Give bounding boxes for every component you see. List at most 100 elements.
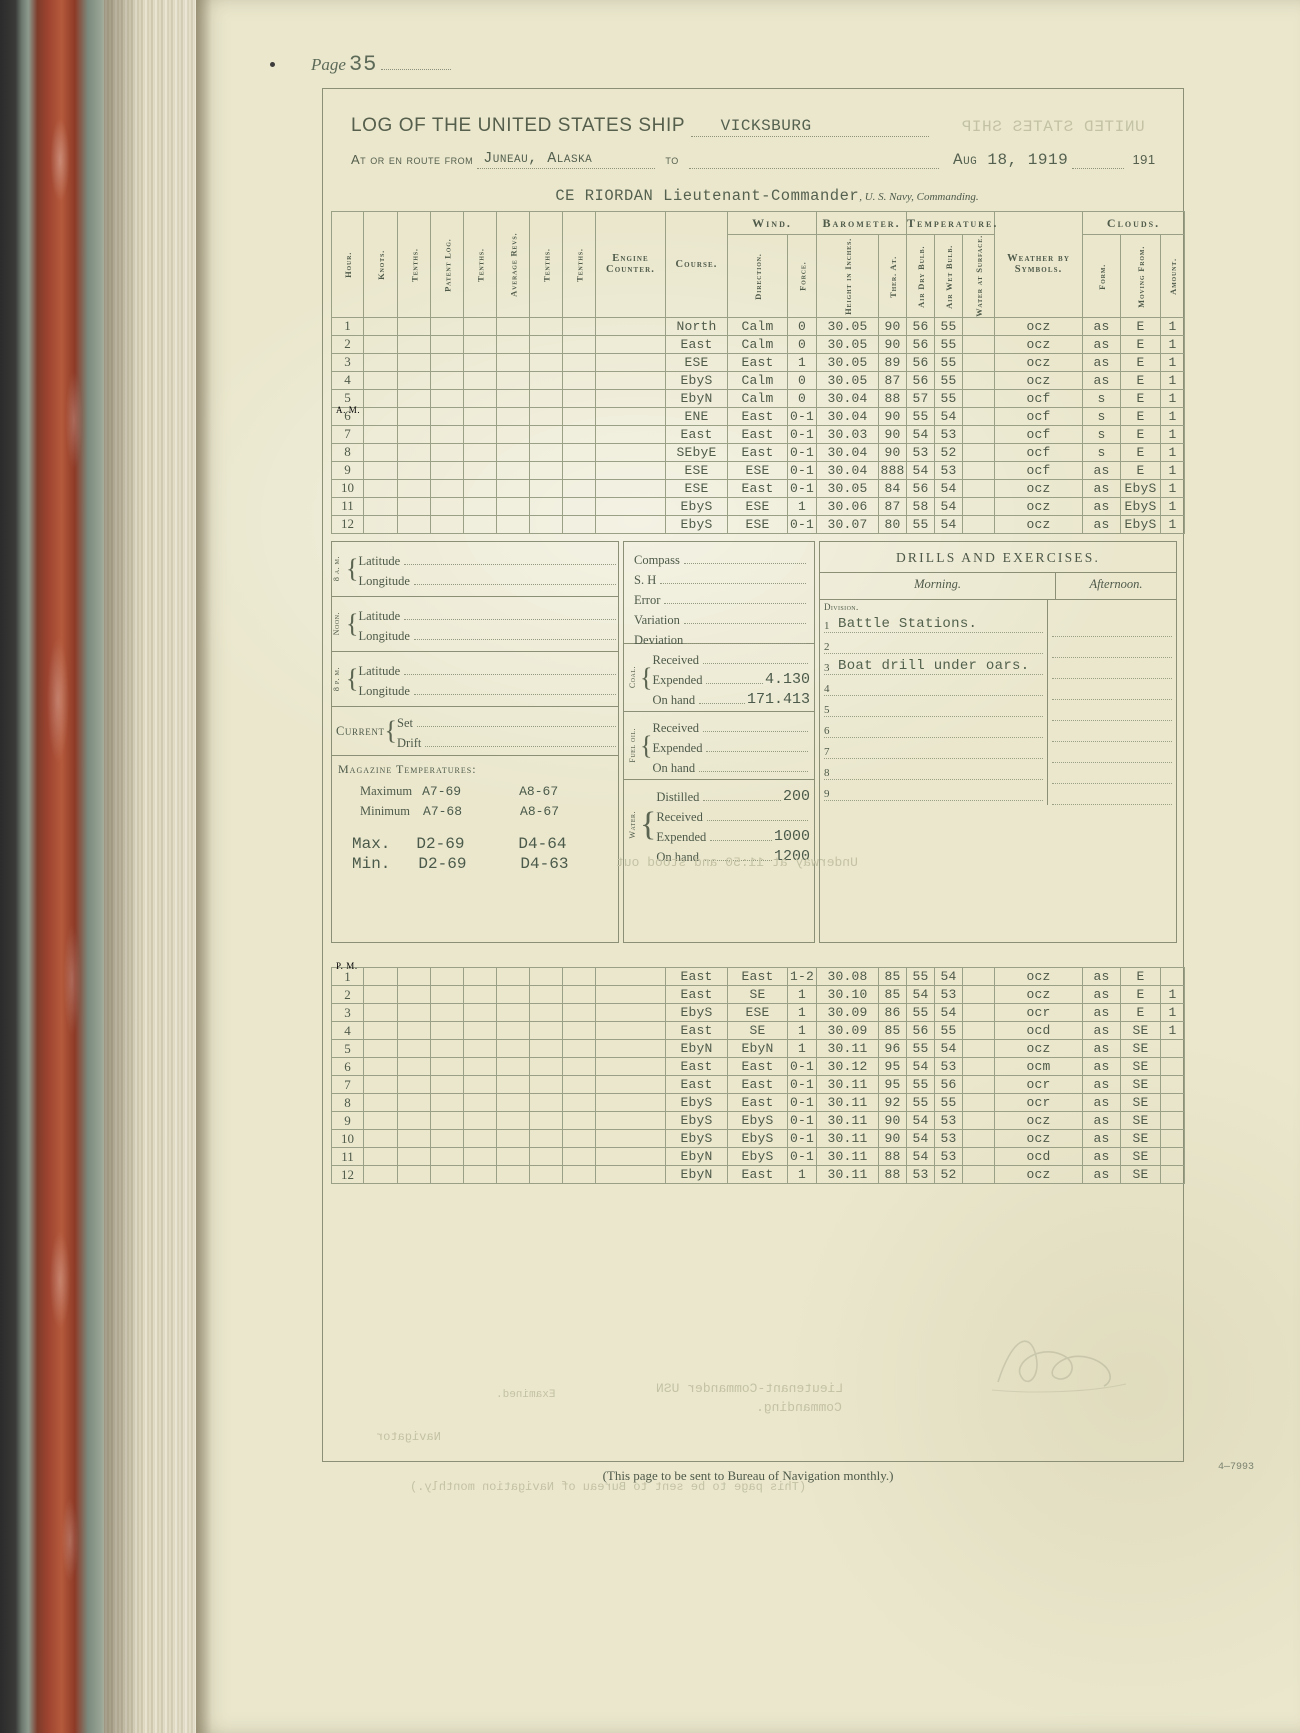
table-row[interactable]: 1 East East 1-2 30.08 85 55 54 ocz as E [331, 967, 1185, 986]
wind-direction-cell: ESE [727, 460, 788, 480]
drills-afternoon-list [1052, 616, 1172, 805]
col-water-at-surface: Water at Surface. [962, 234, 995, 318]
cloud-amount-cell: 1 [1160, 334, 1186, 354]
air-dry-bulb-cell: 55 [906, 967, 935, 986]
table-row[interactable]: 6 ENE East 0-1 30.04 90 55 54 ocf s E 1 [331, 406, 1186, 426]
barometer-cell: 30.05 [816, 334, 880, 354]
table-row[interactable]: 5 EbyN EbyN 1 30.11 96 55 54 ocz as SE [331, 1039, 1185, 1058]
engine-counter-cell [595, 406, 666, 426]
table-row[interactable]: 11 EbyN EbyS 0-1 30.11 88 54 53 ocd as SE [331, 1147, 1185, 1166]
tenths-cell [397, 1039, 431, 1058]
water-surface-cell [962, 442, 996, 462]
drill-entry-afternoon[interactable] [1052, 721, 1172, 742]
air-dry-bulb-cell: 56 [906, 1021, 935, 1040]
drill-entry-morning[interactable]: 1 Battle Stations. [824, 612, 1043, 633]
cloud-amount-cell: 1 [1160, 985, 1185, 1004]
table-row[interactable]: 2 East Calm 0 30.05 90 56 55 ocz as E 1 [331, 334, 1186, 354]
table-row[interactable]: 4 EbyS Calm 0 30.05 87 56 55 ocz as E 1 [331, 370, 1186, 390]
knots-cell [363, 424, 398, 444]
tenths-cell [397, 1075, 431, 1094]
air-dry-bulb-cell: 56 [906, 334, 936, 354]
oil-received-label: Received [652, 720, 699, 735]
water-surface-cell [962, 1111, 995, 1130]
drill-entry-afternoon[interactable] [1052, 763, 1172, 784]
ther-at-cell: 84 [878, 478, 908, 498]
magazine-min-d2: D2-69 [418, 855, 467, 873]
course-cell: East [665, 967, 728, 986]
wind-force-cell: 1-2 [787, 967, 817, 986]
table-row[interactable]: 10 ESE East 0-1 30.05 84 56 54 ocz as EbyS 1 [331, 478, 1186, 498]
table-row[interactable]: 2 East SE 1 30.10 85 54 53 ocz as E 1 [331, 985, 1185, 1004]
air-wet-bulb-cell: 53 [934, 460, 964, 480]
tenths-cell [397, 985, 431, 1004]
drill-entry-afternoon[interactable] [1052, 679, 1172, 700]
table-row[interactable]: 8 SEbyE East 0-1 30.04 90 53 52 ocf s E 1 [331, 442, 1186, 462]
table-row[interactable]: 4 East SE 1 30.09 85 56 55 ocd as SE 1 [331, 1021, 1185, 1040]
col-cloud-moving-from: Moving From. [1120, 234, 1161, 318]
magazine-max-a8: A8-67 [519, 784, 559, 799]
wind-force-cell: 1 [786, 496, 818, 516]
table-row[interactable]: 9 EbyS EbyS 0-1 30.11 90 54 53 ocz as SE [331, 1111, 1185, 1130]
air-wet-bulb-cell: 55 [934, 388, 964, 408]
weather-symbols-cell: ocr [994, 1003, 1083, 1022]
engine-counter-cell [595, 424, 666, 444]
table-row[interactable]: 11 EbyS ESE 1 30.06 87 58 54 ocz as EbyS 1 [331, 496, 1186, 516]
wind-direction-cell: EbyS [727, 1147, 788, 1166]
drill-number: 6 [824, 725, 830, 737]
table-row[interactable]: 12 EbyS ESE 0-1 30.07 80 55 54 ocz as EbyS 1 [331, 514, 1186, 534]
tenths-cell [562, 316, 596, 336]
average-revs-cell [496, 1165, 530, 1184]
drill-entry-morning[interactable]: 6 [824, 717, 1043, 738]
tenths-cell [463, 316, 497, 336]
table-row[interactable]: 3 ESE East 1 30.05 89 56 55 ocz as E 1 [331, 352, 1186, 372]
drill-entry-morning[interactable]: 8 [824, 759, 1043, 780]
tenths-cell [463, 1165, 497, 1184]
patent-log-cell [430, 1147, 464, 1166]
table-row[interactable]: 5 EbyN Calm 0 30.04 88 57 55 ocf s E 1 [331, 388, 1186, 408]
from-value: Juneau, Alaska [483, 150, 593, 167]
commander-name: CE RIORDAN Lieutenant-Commander [555, 187, 860, 205]
table-row[interactable]: 8 EbyS East 0-1 30.11 92 55 55 ocr as SE [331, 1093, 1185, 1112]
drill-entry-afternoon[interactable] [1052, 742, 1172, 763]
drill-entry-morning[interactable]: 9 [824, 780, 1043, 801]
knots-cell [363, 406, 398, 426]
drill-entry-afternoon[interactable] [1052, 700, 1172, 721]
table-row[interactable]: 7 East East 0-1 30.03 90 54 53 ocf s E 1 [331, 424, 1186, 444]
route-line: At or en route from Juneau, Alaska to Au… [351, 150, 1183, 169]
drill-entry-afternoon[interactable] [1052, 658, 1172, 679]
wind-direction-cell: East [727, 442, 788, 462]
drill-entry-morning[interactable]: 7 [824, 738, 1043, 759]
cloud-amount-cell: 1 [1160, 514, 1186, 534]
engine-counter-cell [595, 514, 666, 534]
drill-entry-afternoon[interactable] [1052, 616, 1172, 637]
table-row[interactable]: 7 East East 0-1 30.11 95 55 56 ocr as SE [331, 1075, 1185, 1094]
wind-force-cell: 0-1 [787, 1093, 817, 1112]
table-row[interactable]: 12 EbyN East 1 30.11 88 53 52 ocz as SE [331, 1165, 1185, 1184]
tenths-cell [463, 496, 497, 516]
table-row[interactable]: 3 EbyS ESE 1 30.09 86 55 54 ocr as E 1 [331, 1003, 1185, 1022]
wind-direction-cell: East [727, 352, 788, 372]
drill-entry-morning[interactable]: 5 [824, 696, 1043, 717]
table-row[interactable]: 6 East East 0-1 30.12 95 54 53 ocm as SE [331, 1057, 1185, 1076]
drill-entry-afternoon[interactable] [1052, 637, 1172, 658]
drill-entry-morning[interactable]: 3 Boat drill under oars. [824, 654, 1043, 675]
weather-symbols-cell: ocr [994, 1093, 1083, 1112]
tenths-cell [397, 442, 431, 462]
patent-log-cell [430, 316, 464, 336]
table-row[interactable]: 10 EbyS EbyS 0-1 30.11 90 54 53 ocz as SE [331, 1129, 1185, 1148]
ther-at-cell: 96 [878, 1039, 907, 1058]
table-row[interactable]: 1 North Calm 0 30.05 90 56 55 ocz as E 1 [331, 316, 1186, 336]
knots-cell [363, 1003, 398, 1022]
drill-entry-afternoon[interactable] [1052, 784, 1172, 805]
drill-entry-morning[interactable]: 4 [824, 675, 1043, 696]
cloud-form-cell: as [1082, 496, 1122, 516]
air-dry-bulb-cell: 56 [906, 478, 936, 498]
tenths-cell [529, 967, 563, 986]
table-row[interactable]: 9 ESE ESE 0-1 30.04 888 54 53 ocf as E 1 [331, 460, 1186, 480]
drill-entry-morning[interactable]: 2 [824, 633, 1043, 654]
hour-cell: 3 [331, 1003, 364, 1022]
tenths-cell [529, 1129, 563, 1148]
air-dry-bulb-cell: 56 [906, 352, 936, 372]
ther-at-cell: 90 [878, 334, 908, 354]
tenths-cell [529, 388, 563, 408]
